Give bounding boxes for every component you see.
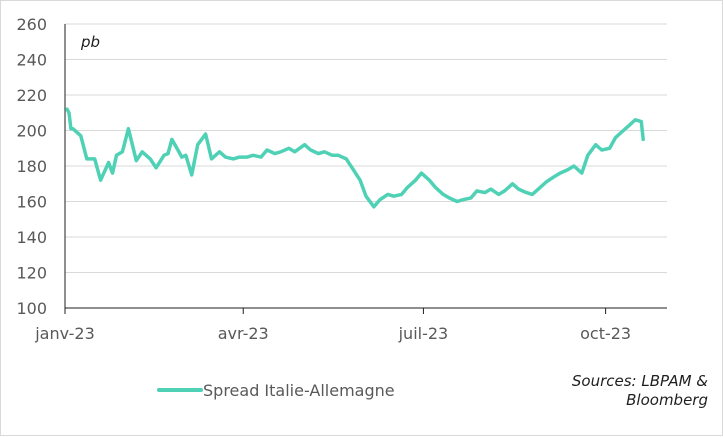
y-tick-label: 160: [16, 193, 47, 212]
unit-label: pb: [80, 33, 100, 51]
y-tick-label: 240: [16, 51, 47, 70]
y-tick-label: 220: [16, 86, 47, 105]
x-tick-label: oct-23: [580, 324, 631, 343]
legend-label: Spread Italie-Allemagne: [203, 381, 395, 400]
y-tick-label: 100: [16, 299, 47, 318]
y-tick-label: 140: [16, 228, 47, 247]
y-tick-label: 200: [16, 122, 47, 141]
y-tick-label: 180: [16, 157, 47, 176]
gridlines: [65, 23, 667, 273]
x-tick-label: janv-23: [34, 324, 95, 343]
x-tick-label: avr-23: [218, 324, 269, 343]
series-line: [65, 107, 645, 209]
y-tick-label: 260: [16, 15, 47, 34]
x-axis: janv-23 avr-23 juil-23 oct-23: [34, 24, 667, 343]
x-tick-label: juil-23: [398, 324, 449, 343]
source-note: Sources: LBPAM & Bloomberg: [572, 372, 708, 409]
y-tick-label: 120: [16, 264, 47, 283]
y-axis-tick-labels: 100 120 140 160 180 200 220 240 260: [16, 15, 47, 318]
series-lines: [65, 107, 645, 209]
legend: Spread Italie-Allemagne: [157, 381, 395, 400]
